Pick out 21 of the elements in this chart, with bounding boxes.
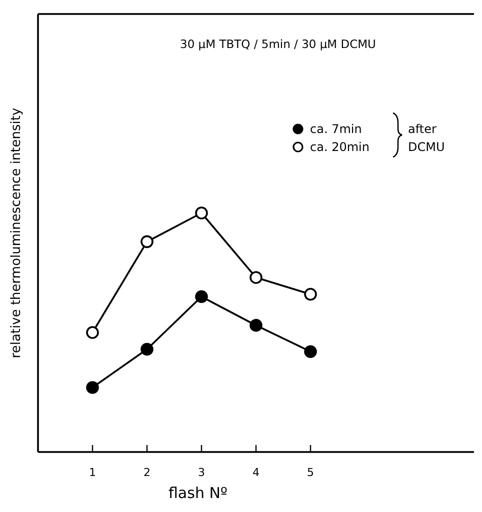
point	[250, 318, 262, 332]
point	[140, 342, 154, 356]
legend-label: ca. 7min	[310, 122, 362, 136]
text: after DCMU	[408, 122, 445, 154]
x-tick-label: 4	[252, 466, 260, 479]
point	[195, 206, 208, 220]
point	[195, 290, 208, 304]
point	[250, 271, 262, 284]
x-tick-label: 1	[89, 466, 96, 479]
point	[304, 345, 317, 358]
point	[304, 288, 317, 301]
x-tick-label: 3	[198, 466, 205, 479]
y-axis-title: relative thermoluminescence intensity	[9, 108, 24, 358]
point	[140, 235, 154, 248]
point	[86, 326, 99, 339]
point	[86, 381, 99, 394]
x-axis-title: flash Nº	[168, 484, 228, 502]
x-tick-label: 2	[144, 466, 150, 479]
legend-label: ca. 20min	[310, 140, 370, 154]
chart-title: 30 µM TBTQ / 5min / 30 µM DCMU	[180, 37, 376, 51]
x-tick-label: 5	[307, 466, 314, 479]
